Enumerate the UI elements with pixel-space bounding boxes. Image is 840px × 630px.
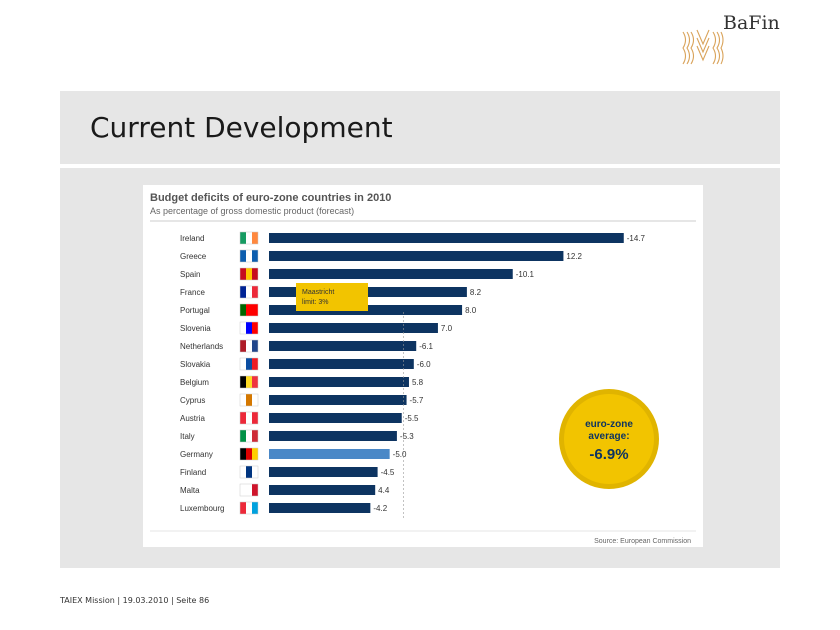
bar-greece xyxy=(269,251,564,261)
slide-title: Current Development xyxy=(90,111,393,144)
country-label-malta: Malta xyxy=(180,486,200,495)
flag-france-icon xyxy=(239,285,259,299)
value-label-belgium: 5.8 xyxy=(412,378,424,387)
value-label-slovakia: -6.0 xyxy=(417,360,431,369)
flag-netherlands-icon xyxy=(239,339,259,353)
value-label-spain: -10.1 xyxy=(516,270,535,279)
flag-ireland-icon xyxy=(239,231,259,245)
value-label-malta: 4.4 xyxy=(378,486,390,495)
flag-finland-icon xyxy=(239,465,259,479)
value-label-austria: -5.5 xyxy=(405,414,419,423)
flag-austria-icon xyxy=(239,411,259,425)
bar-luxembourg xyxy=(269,503,371,513)
value-label-germany: -5.0 xyxy=(393,450,407,459)
bar-italy xyxy=(269,431,397,441)
flag-belgium-icon xyxy=(239,375,259,389)
bar-slovenia xyxy=(269,323,438,333)
value-label-slovenia: 7.0 xyxy=(441,324,453,333)
source-label: Source: European Commission xyxy=(594,538,691,545)
title-band: Current Development xyxy=(60,91,780,164)
country-label-belgium: Belgium xyxy=(180,378,209,387)
value-label-portugal: 8.0 xyxy=(465,306,477,315)
bar-slovakia xyxy=(269,359,414,369)
country-label-france: France xyxy=(180,288,205,297)
flag-cyprus-icon xyxy=(239,393,259,407)
flag-spain-icon xyxy=(239,267,259,281)
flag-malta-icon xyxy=(239,483,259,497)
bar-germany xyxy=(269,449,390,459)
bar-finland xyxy=(269,467,378,477)
flag-luxembourg-icon xyxy=(239,501,259,515)
value-label-cyprus: -5.7 xyxy=(410,396,424,405)
bar-ireland xyxy=(269,233,624,243)
country-label-luxembourg: Luxembourg xyxy=(180,504,224,513)
country-label-finland: Finland xyxy=(180,468,206,477)
country-label-slovenia: Slovenia xyxy=(180,324,211,333)
bar-belgium xyxy=(269,377,409,387)
content-band: Budget deficits of euro-zone countries i… xyxy=(60,168,780,568)
flag-portugal-icon xyxy=(239,303,259,317)
value-label-ireland: -14.7 xyxy=(627,234,646,243)
value-label-france: 8.2 xyxy=(470,288,482,297)
flag-italy-icon xyxy=(239,429,259,443)
budget-deficit-chart: Budget deficits of euro-zone countries i… xyxy=(150,192,696,545)
value-label-luxembourg: -4.2 xyxy=(373,504,387,513)
maastricht-box xyxy=(296,283,368,311)
bar-malta xyxy=(269,485,376,495)
country-label-cyprus: Cyprus xyxy=(180,396,205,405)
flag-germany-icon xyxy=(239,447,259,461)
flag-greece-icon xyxy=(239,249,259,263)
bar-spain xyxy=(269,269,513,279)
bar-austria xyxy=(269,413,402,423)
maastricht-label-2: limit: 3% xyxy=(302,299,328,306)
average-value: -6.9% xyxy=(589,446,628,463)
chart-subtitle: As percentage of gross domestic product … xyxy=(150,206,354,216)
chart-title: Budget deficits of euro-zone countries i… xyxy=(150,192,391,204)
value-label-finland: -4.5 xyxy=(381,468,395,477)
chart-card: Budget deficits of euro-zone countries i… xyxy=(143,185,703,547)
value-label-greece: 12.2 xyxy=(566,252,582,261)
value-label-italy: -5.3 xyxy=(400,432,414,441)
flag-slovakia-icon xyxy=(239,357,259,371)
country-label-portugal: Portugal xyxy=(180,306,210,315)
value-label-netherlands: -6.1 xyxy=(419,342,433,351)
average-label-2: average: xyxy=(588,431,629,442)
footer-text: TAIEX Mission | 19.03.2010 | Seite 86 xyxy=(60,596,210,605)
maastricht-label-1: Maastricht xyxy=(302,289,334,296)
country-label-spain: Spain xyxy=(180,270,200,279)
average-label-1: euro-zone xyxy=(585,419,633,430)
average-badge xyxy=(564,394,654,484)
country-label-slovakia: Slovakia xyxy=(180,360,211,369)
country-label-netherlands: Netherlands xyxy=(180,342,223,351)
country-label-ireland: Ireland xyxy=(180,234,204,243)
country-label-italy: Italy xyxy=(180,432,195,441)
country-label-greece: Greece xyxy=(180,252,207,261)
country-label-germany: Germany xyxy=(180,450,213,459)
bar-netherlands xyxy=(269,341,417,351)
bafin-wave-icon xyxy=(682,29,724,65)
bar-cyprus xyxy=(269,395,407,405)
brand-wordmark: BaFin xyxy=(723,12,780,34)
country-label-austria: Austria xyxy=(180,414,205,423)
bafin-logo: BaFin xyxy=(681,12,791,70)
flag-slovenia-icon xyxy=(239,321,259,335)
